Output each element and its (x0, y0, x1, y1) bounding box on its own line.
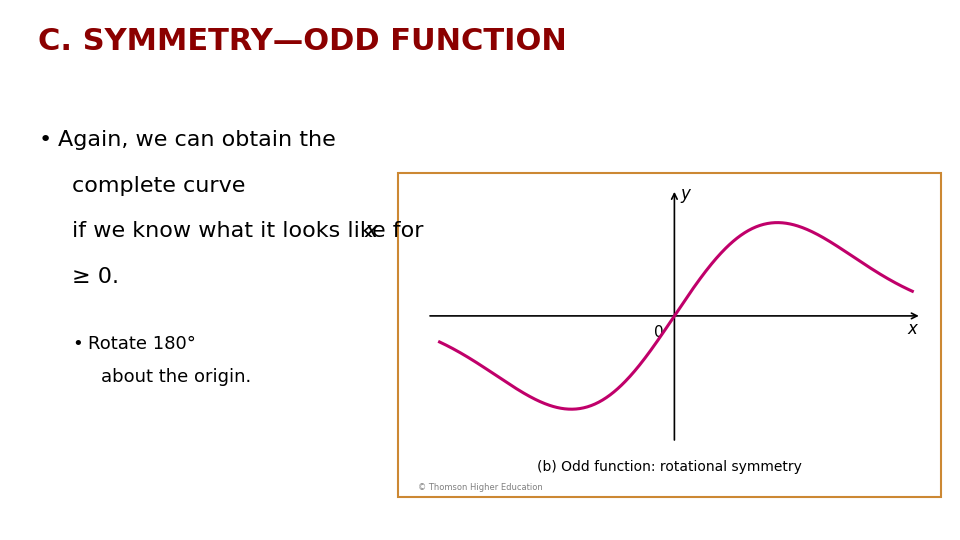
Text: ≥ 0.: ≥ 0. (72, 267, 119, 287)
Text: © Thomson Higher Education: © Thomson Higher Education (418, 483, 542, 491)
Text: y: y (681, 185, 690, 202)
Bar (398, 173, 941, 497)
Text: complete curve: complete curve (72, 176, 246, 195)
Text: Rotate 180°: Rotate 180° (88, 335, 196, 353)
Text: •: • (38, 130, 52, 150)
Text: about the origin.: about the origin. (101, 368, 252, 386)
Text: •: • (72, 335, 83, 353)
Text: C. SYMMETRY—ODD FUNCTION: C. SYMMETRY—ODD FUNCTION (38, 27, 567, 56)
Text: 0: 0 (654, 325, 663, 340)
Text: Again, we can obtain the: Again, we can obtain the (58, 130, 335, 150)
Text: x: x (907, 320, 917, 338)
Text: x: x (365, 221, 378, 241)
Text: (b) Odd function: rotational symmetry: (b) Odd function: rotational symmetry (538, 460, 802, 474)
Text: if we know what it looks like for: if we know what it looks like for (72, 221, 431, 241)
